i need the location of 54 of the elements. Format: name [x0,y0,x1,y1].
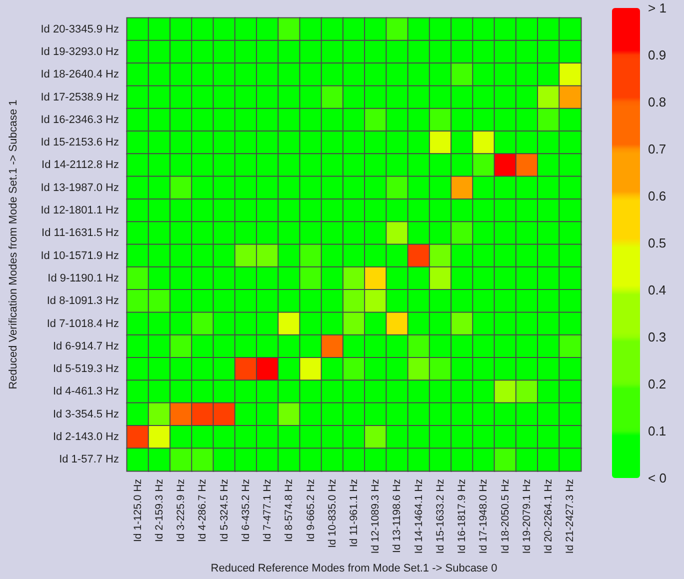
x-tick-label: Id 5-324.5 Hz [218,479,230,542]
color-bar-label: 0.2 [648,376,666,392]
y-tick-label: Id 9-1190.1 Hz [48,272,119,284]
y-tick-label: Id 1-57.7 Hz [59,454,119,466]
x-tick-label: Id 14-1464.1 Hz [412,479,425,554]
color-bar-label: 0.8 [648,94,666,110]
y-tick-label: Id 16-2346.3 Hz [40,114,119,126]
x-tick-label: Id 11-961.1 Hz [348,479,360,548]
y-tick-label: Id 7-1018.4 Hz [46,318,119,330]
y-tick-label: Id 19-3293.0 Hz [40,46,119,58]
color-bar-label: 0.5 [648,236,666,250]
y-tick-label: Id 3-354.5 Hz [52,408,119,420]
x-tick-label: Id 1-125.0 Hz [132,479,144,542]
x-axis-title: Reduced Reference Modes from Mode Set.1 -> Subcase 0 [210,562,498,574]
x-tick-label: Id 12-1089.3 Hz [370,479,382,554]
y-tick-label: Id 2-143.0 Hz [52,431,119,444]
y-tick-label: Id 4-461.3 Hz [52,386,119,398]
x-tick-label: Id 18-2050.5 Hz [499,479,512,554]
y-tick-label: Id 20-3345.9 Hz [40,23,119,36]
x-tick-label: Id 19-2079.1 Hz [520,479,533,554]
x-tick-label: Id 4-286.7 Hz [196,479,209,542]
color-bar-label: 0.7 [648,142,666,156]
color-bar-label: 0.3 [648,330,666,344]
y-tick-label: Id 14-2112.8 Hz [42,159,119,172]
y-tick-label: Id 18-2640.4 Hz [40,68,119,81]
x-tick-label: Id 16-1817.9 Hz [456,479,468,554]
color-bar-label: 0.6 [648,188,666,204]
x-tick-label: Id 13-1198.6 Hz [391,479,404,553]
color-bar-label: 0.9 [648,48,666,62]
y-tick-label: Id 5-519.3 Hz [52,363,119,376]
color-bar-label: < 0 [648,470,666,486]
y-axis-title: Reduced Verification Modes from Mode Set.1 -> Subcase 1 [8,100,20,390]
color-bar-label: > 1 [648,0,666,16]
y-tick-label: Id 13-1987.0 Hz [40,182,119,194]
x-tick-label: Id 3-225.9 Hz [175,479,188,542]
x-tick-label: Id 6-435.2 Hz [240,479,252,542]
x-tick-label: Id 8-574.8 Hz [283,479,296,542]
x-tick-label: Id 7-477.1 Hz [262,479,274,542]
color-bar-label: 0.1 [648,424,666,438]
y-tick-label: Id 6-914.7 Hz [52,340,119,352]
y-tick-label: Id 12-1801.1 Hz [40,204,119,217]
y-tick-label: Id 10-1571.9 Hz [40,250,119,262]
color-bar-label: 0.4 [648,282,666,298]
x-tick-label: Id 21-2427.3 Hz [564,479,576,554]
y-tick-label: Id 15-2153.6 Hz [40,136,119,149]
x-tick-label: Id 9-665.2 Hz [304,479,317,542]
x-tick-label: Id 15-1633.2 Hz [434,479,446,554]
x-tick-label: Id 17-1948.0 Hz [478,479,490,554]
y-tick-label: Id 11-1631.5 Hz [42,227,119,240]
x-tick-label: Id 20-2264.1 Hz [542,479,555,554]
x-tick-label: Id 2-159.3 Hz [153,479,166,542]
y-tick-label: Id 17-2538.9 Hz [40,91,119,104]
y-tick-label: Id 8-1091.3 Hz [46,295,119,308]
x-tick-label: Id 10-835.0 Hz [326,479,338,548]
